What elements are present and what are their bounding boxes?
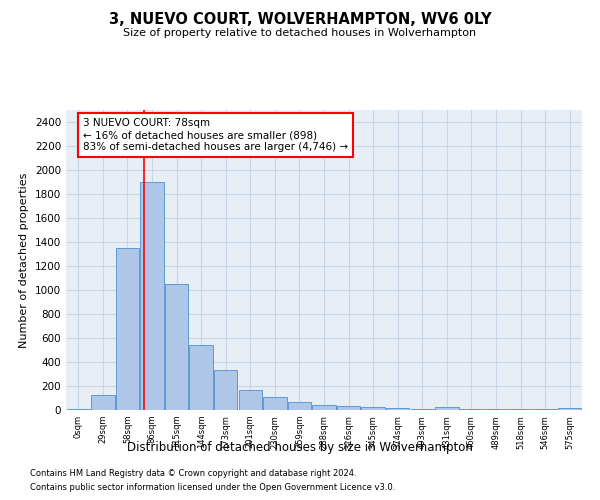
Y-axis label: Number of detached properties: Number of detached properties [19, 172, 29, 348]
Bar [116, 248, 139, 410]
Text: Contains public sector information licensed under the Open Government Licence v3: Contains public sector information licen… [30, 484, 395, 492]
Bar [239, 390, 262, 410]
Bar [558, 408, 581, 410]
Bar [190, 345, 213, 410]
Bar [140, 182, 164, 410]
Bar [386, 408, 409, 410]
Bar [361, 407, 385, 410]
Text: 3, NUEVO COURT, WOLVERHAMPTON, WV6 0LY: 3, NUEVO COURT, WOLVERHAMPTON, WV6 0LY [109, 12, 491, 28]
Text: 3 NUEVO COURT: 78sqm
← 16% of detached houses are smaller (898)
83% of semi-deta: 3 NUEVO COURT: 78sqm ← 16% of detached h… [83, 118, 348, 152]
Bar [410, 409, 434, 410]
Bar [337, 406, 360, 410]
Bar [288, 402, 311, 410]
Bar [313, 405, 335, 410]
Bar [67, 409, 90, 410]
Text: Distribution of detached houses by size in Wolverhampton: Distribution of detached houses by size … [127, 441, 473, 454]
Text: Size of property relative to detached houses in Wolverhampton: Size of property relative to detached ho… [124, 28, 476, 38]
Bar [263, 397, 287, 410]
Bar [165, 284, 188, 410]
Bar [435, 407, 458, 410]
Bar [214, 370, 238, 410]
Text: Contains HM Land Registry data © Crown copyright and database right 2024.: Contains HM Land Registry data © Crown c… [30, 468, 356, 477]
Bar [91, 395, 115, 410]
